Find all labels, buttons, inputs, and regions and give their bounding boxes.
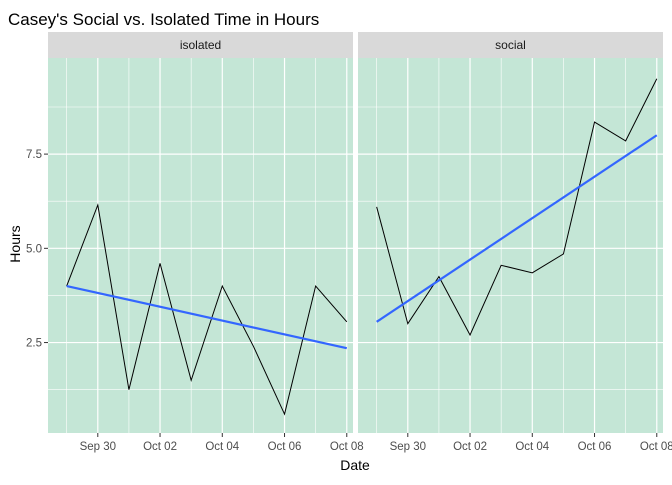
x-tick-label: Oct 06 — [578, 441, 612, 453]
panel-background — [358, 58, 663, 433]
x-tick-label: Oct 04 — [205, 441, 239, 453]
facet-panel-social: social Sep 30 Oct 02 Oct 04 Oct 06 Oct 08 — [358, 32, 672, 453]
x-axis-title: Date — [340, 457, 370, 473]
x-tick-label: Oct 04 — [515, 441, 549, 453]
x-tick-label: Oct 08 — [640, 441, 672, 453]
facet-panels: isolated Sep 30 Oct 02 Oct 04 Oct 06 Oct 08 2.… — [26, 32, 672, 453]
x-tick-label: Oct 02 — [143, 441, 177, 453]
y-axis-title: Hours — [7, 225, 23, 262]
panel-background — [48, 58, 353, 433]
x-tick-label: Sep 30 — [80, 441, 116, 453]
x-tick-label: Sep 30 — [390, 441, 426, 453]
facet-strip-label: isolated — [180, 38, 221, 52]
y-tick-label: 2.5 — [26, 338, 42, 350]
x-tick-label: Oct 02 — [453, 441, 487, 453]
y-tick-label: 5.0 — [26, 243, 42, 255]
facet-panel-isolated: isolated Sep 30 Oct 02 Oct 04 Oct 06 Oct 08 2.… — [26, 32, 364, 453]
facet-strip-label: social — [495, 38, 526, 52]
x-tick-label: Oct 08 — [330, 441, 364, 453]
x-tick-label: Oct 06 — [268, 441, 302, 453]
chart-title: Casey's Social vs. Isolated Time in Hour… — [8, 10, 319, 29]
y-tick-label: 7.5 — [26, 149, 42, 161]
